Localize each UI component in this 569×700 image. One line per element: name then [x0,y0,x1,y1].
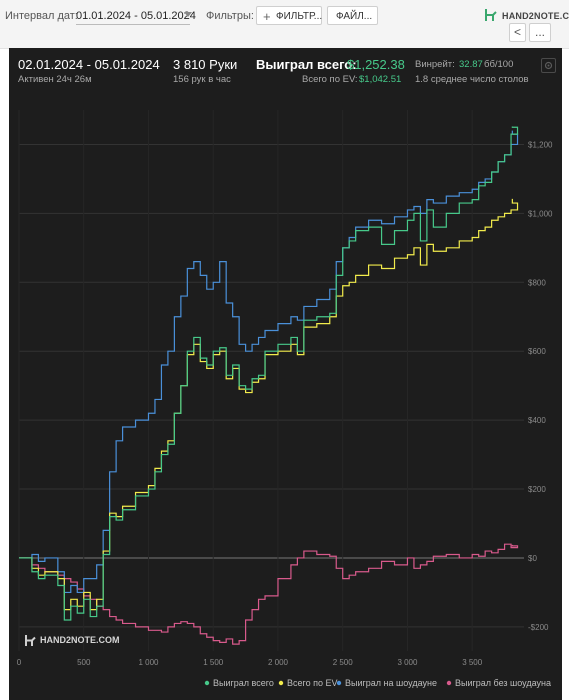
series-line-0 [19,126,519,621]
x-tick-label: 3 000 [397,658,418,667]
hands-per-hour: 156 рук в час [173,74,231,85]
gear-icon[interactable] [541,58,556,73]
interval-label: Интервал дат: [5,10,78,22]
y-tick-label: $1,200 [528,140,553,149]
legend-label-3: Выиграл без шоудауна [455,678,551,688]
x-tick-label: 2 500 [333,658,354,667]
date-range: 02.01.2024 - 05.01.2024 [18,57,160,72]
hands-count: 3 810 Руки [173,57,238,72]
y-tick-label: $200 [528,485,546,494]
legend-label-2: Выиграл на шоудауне [345,678,437,688]
legend-label-0: Выиграл всего [213,678,274,688]
won-total-label: Выиграл всего: [256,57,357,72]
y-tick-label: $400 [528,416,546,425]
winrate-value: 32.87 [459,59,483,70]
toolbar: Интервал дат: 01.01.2024 - 05.01.2024 Фи… [0,0,569,49]
hand2note-logo-icon [485,9,497,21]
brand-text: HAND2NOTE.COM [502,11,569,21]
x-tick-label: 1 500 [203,658,224,667]
profit-chart: $1,200 $1,000 $800 $600 $400 $200 $0 -$200 0 500 1… [17,110,553,688]
x-tick-label: 3 500 [462,658,483,667]
y-tick-label: $600 [528,347,546,356]
file-button[interactable]: ФАЙЛ... [327,6,378,25]
graph-panel: 02.01.2024 - 05.01.2024 Активен 24ч 26м … [9,48,562,700]
avg-tables: 1.8 среднее число столов [415,74,529,85]
watermark-text: HAND2NOTE.COM [40,635,120,645]
more-icon: ... [534,25,545,39]
y-tick-label: -$200 [528,623,549,632]
x-tick-label: 500 [77,658,91,667]
winrate-label: Винрейт: [415,59,455,70]
ev-label: Всего по EV: [302,74,358,85]
x-tick-label: 2 000 [268,658,289,667]
y-tick-label: $1,000 [528,209,553,218]
file-button-label: ФАЙЛ... [336,11,373,22]
more-button[interactable]: ... [529,23,551,42]
winrate-unit: бб/100 [484,59,514,70]
active-time: Активен 24ч 26м [18,74,92,85]
chevron-down-icon[interactable] [184,12,192,17]
series-line-2 [19,130,519,594]
ev-value: $1,042.51 [359,74,402,85]
interval-underline [76,24,190,25]
legend-label-1: Всего по EV [287,678,337,688]
y-tick-label: $800 [528,278,546,287]
back-button[interactable]: < [509,23,526,42]
filters-label: Фильтры: [206,10,254,22]
filter-button-label: ФИЛЬТР... [276,11,323,22]
interval-select[interactable]: 01.01.2024 - 05.01.2024 [76,10,196,22]
filter-button[interactable]: + ФИЛЬТР... [256,6,322,25]
legend-marker-3 [446,680,452,686]
chevron-left-icon: < [513,25,521,39]
series-line-3 [19,543,519,645]
x-tick-label: 0 [17,658,22,667]
plus-icon: + [263,9,271,24]
legend-marker-0 [204,680,210,686]
x-tick-label: 1 000 [138,658,159,667]
legend-marker-1 [278,680,284,686]
hand2note-logo-icon [25,635,36,646]
series-line-1 [19,198,519,611]
won-total-value: $1,252.38 [347,57,405,72]
y-tick-label: $0 [528,554,537,563]
legend-marker-2 [336,680,342,686]
